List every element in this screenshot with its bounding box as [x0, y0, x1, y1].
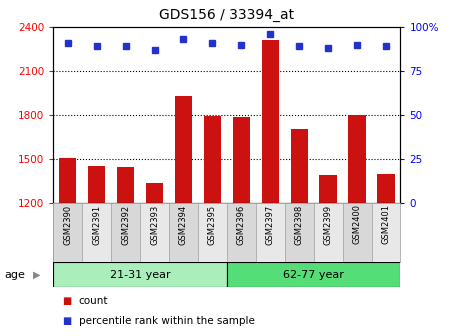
Bar: [319, 175, 337, 203]
Text: count: count: [79, 296, 108, 306]
Text: 62-77 year: 62-77 year: [283, 270, 344, 280]
Bar: [204, 116, 221, 203]
Text: ■: ■: [63, 316, 72, 326]
Bar: [140, 203, 169, 262]
Text: GSM2398: GSM2398: [295, 204, 304, 245]
Text: GSM2395: GSM2395: [208, 204, 217, 245]
Text: age: age: [5, 270, 25, 280]
Bar: [117, 167, 134, 203]
Text: GSM2400: GSM2400: [353, 204, 362, 245]
Text: percentile rank within the sample: percentile rank within the sample: [79, 316, 255, 326]
Bar: [88, 166, 106, 203]
Text: ▶: ▶: [33, 270, 41, 280]
Bar: [59, 158, 76, 203]
Bar: [227, 262, 400, 287]
Bar: [169, 203, 198, 262]
Bar: [291, 129, 308, 203]
Bar: [146, 183, 163, 203]
Text: GSM2390: GSM2390: [63, 204, 72, 245]
Bar: [111, 203, 140, 262]
Text: ■: ■: [63, 296, 72, 306]
Bar: [82, 203, 111, 262]
Bar: [53, 262, 227, 287]
Bar: [343, 203, 372, 262]
Bar: [285, 203, 314, 262]
Bar: [377, 174, 394, 203]
Bar: [227, 203, 256, 262]
Text: GDS156 / 33394_at: GDS156 / 33394_at: [159, 8, 294, 23]
Bar: [53, 203, 82, 262]
Text: GSM2392: GSM2392: [121, 204, 130, 245]
Bar: [256, 203, 285, 262]
Text: GSM2396: GSM2396: [237, 204, 246, 245]
Text: GSM2401: GSM2401: [382, 204, 390, 245]
Bar: [314, 203, 343, 262]
Text: 21-31 year: 21-31 year: [110, 270, 170, 280]
Bar: [198, 203, 227, 262]
Text: GSM2399: GSM2399: [324, 204, 332, 245]
Bar: [175, 96, 192, 203]
Text: GSM2397: GSM2397: [266, 204, 275, 245]
Bar: [233, 117, 250, 203]
Text: GSM2391: GSM2391: [92, 204, 101, 245]
Bar: [348, 115, 366, 203]
Text: GSM2394: GSM2394: [179, 204, 188, 245]
Bar: [262, 40, 279, 203]
Text: GSM2393: GSM2393: [150, 204, 159, 245]
Bar: [372, 203, 400, 262]
